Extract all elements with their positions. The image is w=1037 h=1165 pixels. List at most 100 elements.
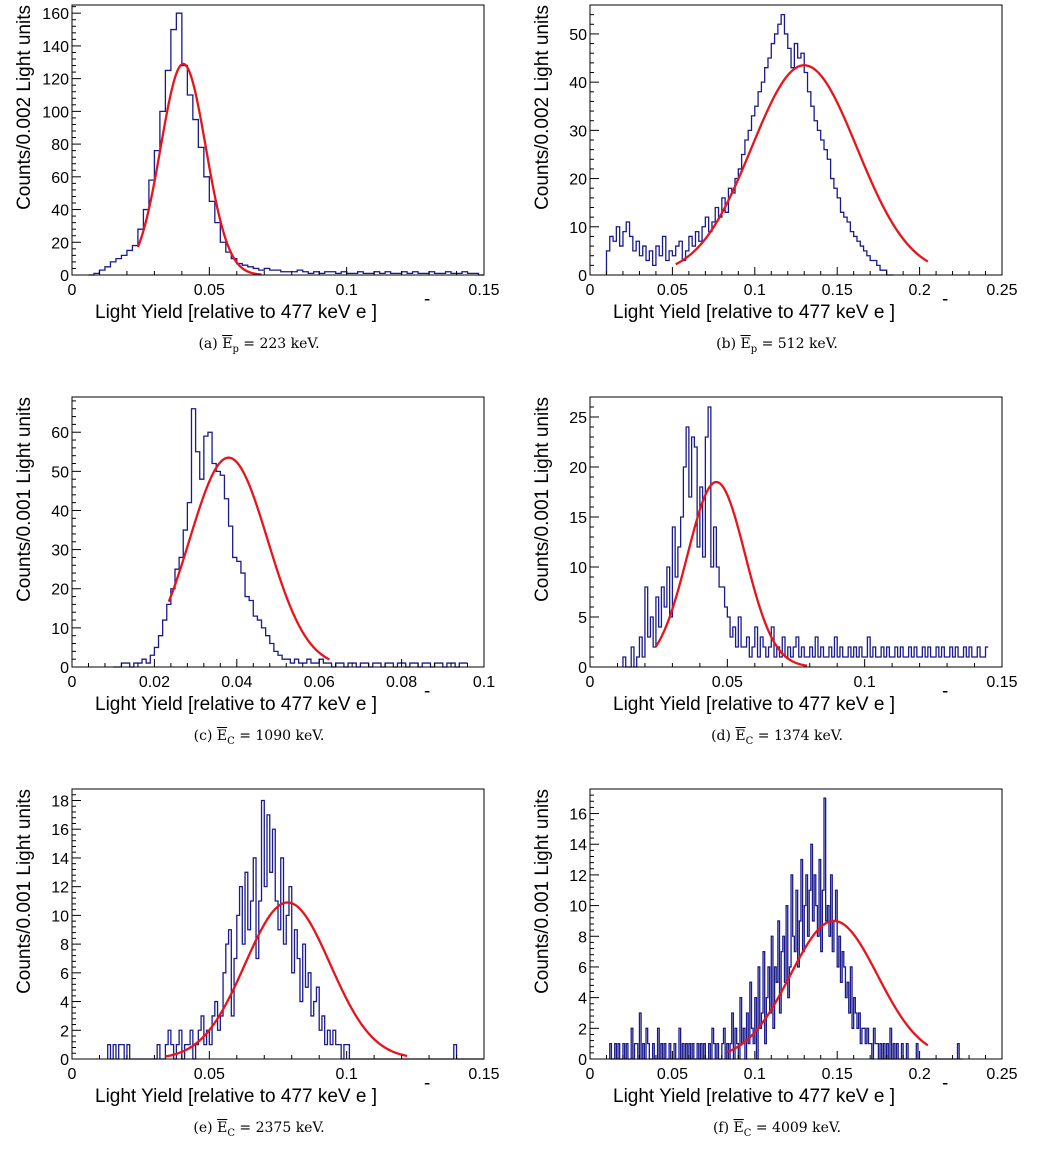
y-tick-label: 25 (569, 410, 587, 427)
y-tick-label: 18 (51, 793, 69, 810)
x-axis-title-superscript: - (424, 289, 430, 310)
y-tick-label: 12 (51, 880, 69, 897)
y-axis-title: Counts/0.002 Light units (532, 5, 553, 210)
x-tick-label: 0.15 (986, 674, 1017, 691)
y-tick-label: 15 (569, 510, 587, 527)
x-tick-label: 0 (68, 674, 77, 691)
y-tick-label: 100 (42, 104, 69, 121)
y-tick-label: 4 (60, 995, 69, 1012)
gaussian-fit-curve (165, 901, 408, 1058)
y-tick-label: 20 (569, 460, 587, 477)
caption-d: (d) EC = 1374 keV. (711, 728, 843, 747)
x-tick-label: 0.02 (139, 674, 170, 691)
x-tick-label: 0.25 (986, 1066, 1017, 1083)
y-tick-label: 4 (578, 991, 587, 1008)
panel-d: 0 0.05 0.1 0.15 0 5 10 15 20 25 Light Yield [relat… (518, 392, 1036, 773)
y-tick-label: 12 (569, 868, 587, 885)
x-tick-label: 0.04 (221, 674, 252, 691)
x-tick-label: 0.15 (468, 282, 499, 299)
histogram-chart-d: 0 0.05 0.1 0.15 0 5 10 15 20 25 Light Yield [relat… (532, 396, 1018, 715)
histogram-steps (605, 13, 894, 276)
panel-b: 0 0.05 0.1 0.15 0.2 0.25 0 10 20 30 40 50 Light Yiel… (518, 0, 1036, 381)
x-tick-label: 0.2 (908, 282, 930, 299)
histogram-steps (622, 406, 989, 668)
y-tick-label: 30 (569, 123, 587, 140)
y-tick-label: 30 (51, 543, 69, 560)
x-tick-label: 0 (586, 674, 595, 691)
x-tick-label: 0.2 (908, 1066, 930, 1083)
y-tick-label: 16 (51, 822, 69, 839)
x-axis-title: Light Yield [relative to 477 keV e ] (613, 302, 895, 323)
x-tick-label: 0.25 (986, 282, 1017, 299)
y-tick-label: 40 (51, 503, 69, 520)
x-tick-label: 0.1 (854, 674, 876, 691)
x-tick-label: 0.1 (473, 674, 495, 691)
gaussian-fit-curve (167, 456, 331, 661)
y-axis-title: Counts/0.001 Light units (14, 397, 35, 602)
panel-e: 0 0.05 0.1 0.15 0 2 4 6 8 10 12 14 16 18 Light Yield [… (0, 784, 518, 1165)
y-tick-label: 8 (578, 929, 587, 946)
y-tick-label: 8 (60, 937, 69, 954)
histogram-chart-c: 0 0.02 0.04 0.06 0.08 0.1 0 10 20 30 40 50 60 Light Y… (14, 396, 495, 715)
y-tick-label: 0 (578, 1052, 587, 1069)
y-axis-title: Counts/0.001 Light units (532, 789, 553, 994)
y-tick-label: 10 (569, 560, 587, 577)
histogram-steps (609, 797, 963, 1060)
x-tick-label: 0.1 (744, 282, 766, 299)
panel-a: 0 0.05 0.1 0.15 0 20 40 60 80 100 120 140 160 Light Y… (0, 0, 518, 381)
caption-f: (f) EC = 4009 keV. (712, 1120, 842, 1139)
x-tick-label: 0.05 (194, 1066, 225, 1083)
y-tick-label: 20 (51, 235, 69, 252)
x-tick-label: 0 (586, 282, 595, 299)
x-tick-label: 0.1 (744, 1066, 766, 1083)
y-tick-label: 10 (51, 908, 69, 925)
x-tick-label: 0.15 (822, 1066, 853, 1083)
y-tick-label: 50 (51, 464, 69, 481)
y-tick-label: 6 (578, 960, 587, 977)
y-tick-label: 14 (569, 837, 587, 854)
histogram-steps (88, 12, 484, 276)
y-tick-label: 40 (51, 203, 69, 220)
caption-c: (c) EC = 1090 keV. (193, 728, 325, 747)
y-tick-label: 14 (51, 851, 69, 868)
x-tick-label: 0.05 (657, 1066, 688, 1083)
y-tick-label: 10 (569, 899, 587, 916)
y-tick-label: 0 (60, 660, 69, 677)
histogram-chart-e: 0 0.05 0.1 0.15 0 2 4 6 8 10 12 14 16 18 Light Yield [… (14, 788, 500, 1107)
x-axis-title-superscript: - (424, 681, 430, 702)
x-tick-label: 0 (68, 282, 77, 299)
panel-f: 0 0.05 0.1 0.15 0.2 0.25 0 2 4 6 8 10 12 14 16 Light Yi… (518, 784, 1036, 1165)
histogram-chart-b: 0 0.05 0.1 0.15 0.2 0.25 0 10 20 30 40 50 Light Yiel… (532, 4, 1018, 323)
x-axis-title-superscript: - (942, 681, 948, 702)
histogram-steps (113, 408, 468, 668)
x-tick-label: 0.08 (386, 674, 417, 691)
histogram-chart-f: 0 0.05 0.1 0.15 0.2 0.25 0 2 4 6 8 10 12 14 16 Light Yi… (532, 788, 1018, 1107)
x-tick-label: 0.05 (194, 282, 225, 299)
x-tick-label: 0.1 (336, 282, 358, 299)
x-tick-label: 0.1 (336, 1066, 358, 1083)
x-axis-title-superscript: - (424, 1073, 430, 1094)
x-tick-label: 0 (586, 1066, 595, 1083)
gaussian-fit-curve (654, 480, 808, 667)
x-tick-label: 0 (68, 1066, 77, 1083)
y-tick-label: 80 (51, 137, 69, 154)
x-axis-title: Light Yield [relative to 477 keV e ] (95, 302, 377, 323)
y-tick-label: 5 (578, 610, 587, 627)
x-tick-label: 0.15 (822, 282, 853, 299)
y-tick-label: 20 (569, 172, 587, 189)
histogram-steps (107, 799, 484, 1060)
caption-e: (e) EC = 2375 keV. (193, 1120, 325, 1139)
y-tick-label: 16 (569, 807, 587, 824)
y-tick-label: 40 (569, 75, 587, 92)
y-tick-label: 140 (42, 39, 69, 56)
y-tick-label: 60 (51, 170, 69, 187)
y-tick-label: 0 (578, 268, 587, 285)
y-tick-label: 0 (578, 660, 587, 677)
x-axis-title: Light Yield [relative to 477 keV e ] (613, 694, 895, 715)
y-tick-label: 0 (60, 1052, 69, 1069)
y-tick-label: 0 (60, 268, 69, 285)
y-tick-label: 120 (42, 72, 69, 89)
y-tick-label: 2 (60, 1023, 69, 1040)
y-tick-label: 10 (569, 220, 587, 237)
plot-frame (589, 396, 1003, 668)
